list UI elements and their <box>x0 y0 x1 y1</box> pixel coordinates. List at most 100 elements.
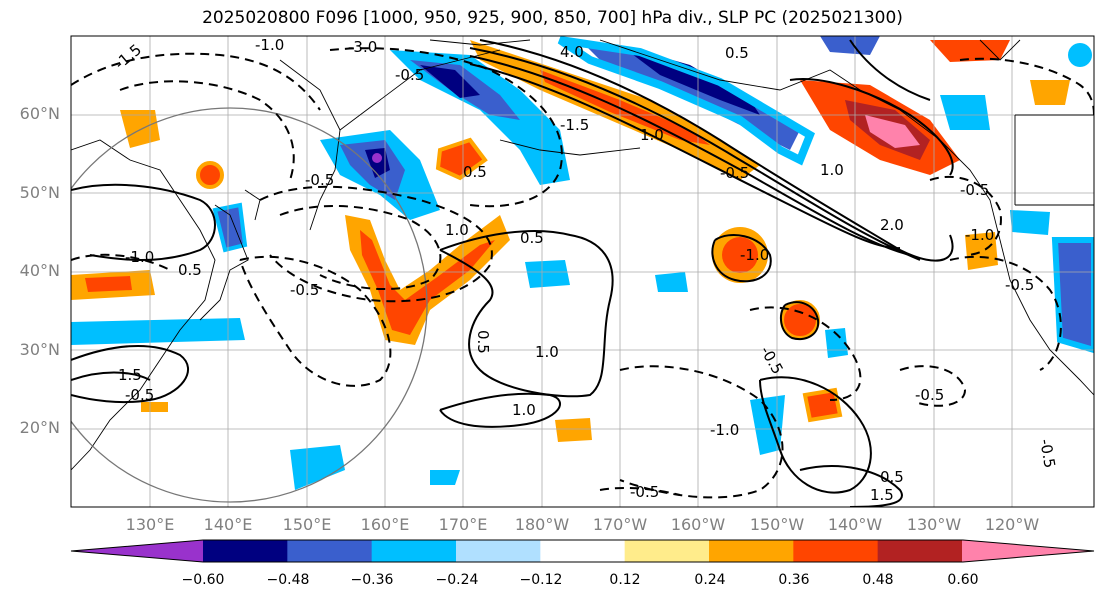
colorbar-cell <box>287 540 373 562</box>
clabel: -1.0 <box>255 36 284 54</box>
lon-label: 170°W <box>592 515 648 534</box>
contour-pos-hawaii-n <box>711 234 772 283</box>
colorbar-cell <box>624 540 710 562</box>
graticule <box>71 36 1094 507</box>
clabel: 0.5 <box>725 44 749 62</box>
contour-pos-gulf-1 <box>479 39 954 262</box>
contour-neg-east <box>749 306 862 401</box>
colorbar-tick: 0.60 <box>947 572 979 588</box>
shade-neg-okhotsk-purple <box>372 153 382 163</box>
shade-neg-east <box>825 328 848 358</box>
colorbar <box>70 539 1095 563</box>
shade-pos-china-core <box>85 276 132 292</box>
lon-label: 130°E <box>125 515 175 534</box>
colorbar-cell <box>203 540 288 562</box>
clabel: -0.5 <box>720 164 749 182</box>
contour-pos-west <box>71 183 216 261</box>
colorbar-tick: 0.36 <box>778 572 810 588</box>
shade-pos-kamchatka <box>435 137 488 181</box>
clabel: 1.0 <box>820 161 844 179</box>
lon-label: 170°E <box>438 515 488 534</box>
shade-neg-south-w2 <box>430 470 460 485</box>
contour-neg-nw2 <box>119 80 295 181</box>
clabel: 1.0 <box>512 401 536 419</box>
clabel: -1.0 <box>710 421 739 439</box>
shade-pos-east <box>780 300 820 340</box>
contour-neg-nw <box>71 52 321 111</box>
colorbar-tick: −0.60 <box>181 572 225 588</box>
clabel: -0.5 <box>630 483 659 501</box>
colorbar-cell <box>371 540 457 562</box>
contour-neg-east2 <box>899 365 967 407</box>
clabel: 1.5 <box>118 366 142 384</box>
shade-neg-bering <box>390 50 570 185</box>
clabel: 1.0 <box>445 221 469 239</box>
shade-neg-japan <box>212 202 248 253</box>
contour-pos-east <box>779 301 820 340</box>
contour-neg-kuril2 <box>279 204 442 290</box>
lon-label: 180°W <box>514 515 570 534</box>
colorbar-extend-high <box>962 540 1094 562</box>
contour-pos-gulf-4 <box>469 63 901 250</box>
clabel: -1.0 <box>125 248 154 266</box>
lon-label: 160°W <box>670 515 726 534</box>
colorbar-cell <box>540 540 626 562</box>
contour-neg-bering <box>329 47 563 208</box>
colorbar-cell <box>709 540 794 562</box>
clabel: 2.0 <box>880 216 904 234</box>
slp-contours <box>71 39 954 507</box>
colorbar-outline <box>70 539 1095 563</box>
clabel: -0.5 <box>395 66 424 84</box>
shade-neg-central2 <box>655 272 688 292</box>
shade-neg-nw <box>940 95 990 130</box>
shade-pos-alaska-pink <box>865 115 920 148</box>
shade-pos-south-c <box>555 418 592 442</box>
clabel: 1.0 <box>640 126 664 144</box>
shade-neg-ne-c <box>1068 43 1092 67</box>
clabel: 0.5 <box>463 163 487 181</box>
lat-label: 30°N <box>19 340 60 359</box>
contour-pos-sw2 <box>71 371 151 381</box>
lat-label: 50°N <box>19 183 60 202</box>
clabel: -1.5 <box>560 116 589 134</box>
lon-label: 140°W <box>827 515 883 534</box>
lon-label: 150°E <box>282 515 332 534</box>
lon-label: 160°E <box>360 515 410 534</box>
clabel: 1.5 <box>870 486 894 504</box>
clabel: -0.5 <box>290 281 319 299</box>
colorbar-cell <box>793 540 879 562</box>
contour-pos-se2 <box>799 465 903 507</box>
lat-label: 20°N <box>19 418 60 437</box>
colorbar-cell <box>456 540 541 562</box>
contour-neg-nw3 <box>71 253 171 271</box>
lon-label: 120°W <box>984 515 1040 534</box>
contour-neg-south <box>619 365 784 499</box>
colorbar-cell <box>877 540 963 562</box>
clabel: -0.5 <box>960 181 989 199</box>
contour-pos-center-2 <box>439 392 561 428</box>
contour-pos-center <box>439 230 614 398</box>
shade-pos-ne <box>930 40 1010 62</box>
slp-contours-neg <box>71 47 1094 499</box>
lat-label: 60°N <box>19 104 60 123</box>
clabel: -0.5 <box>1005 276 1034 294</box>
contour-neg-kuril <box>259 185 493 303</box>
shade-pos-south-e <box>802 387 843 423</box>
clabel: 0.5 <box>178 261 202 279</box>
colorbar-tick: −0.48 <box>266 572 310 588</box>
lon-label: 130°W <box>906 515 962 534</box>
contour-neg-japan <box>239 255 392 387</box>
contour-neg-ne <box>959 57 1094 116</box>
contour-pos-ne <box>789 78 954 176</box>
shade-pos-gulf-core <box>540 70 710 145</box>
shade-neg-ne <box>820 36 880 55</box>
contour-pos-se <box>759 376 872 494</box>
contour-neg-coast <box>949 255 1062 371</box>
shade-neg-okhotsk-dark <box>365 148 390 178</box>
shade-neg-south-w <box>290 445 345 490</box>
shade-neg-south <box>71 318 245 345</box>
map-frame <box>70 35 1095 508</box>
clabel: -1.0 <box>740 246 769 264</box>
contour-pos-sw <box>71 345 190 404</box>
